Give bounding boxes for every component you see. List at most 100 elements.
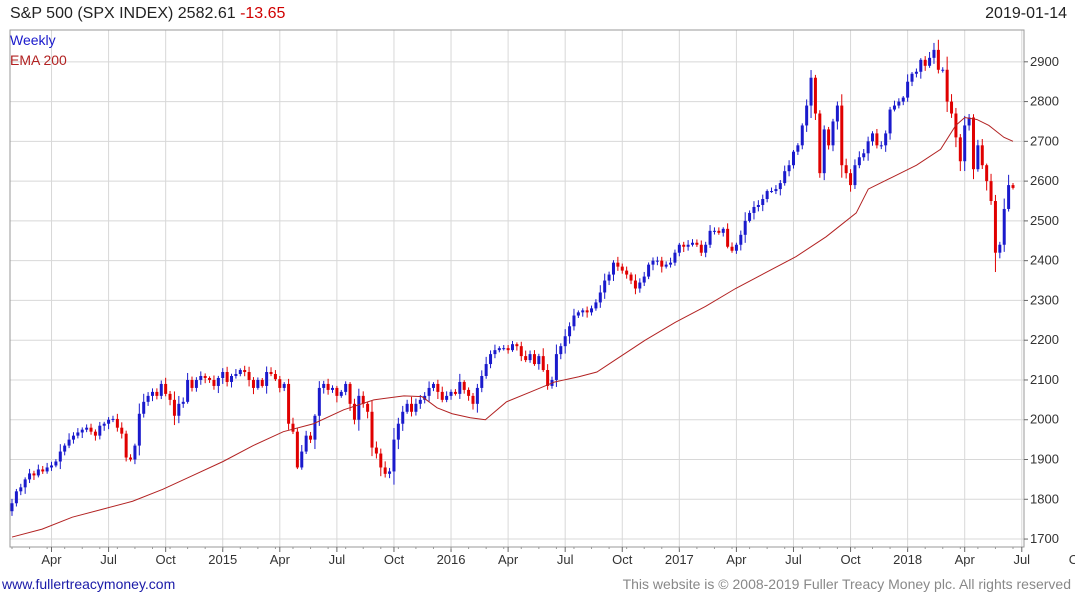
y-tick-label: 2800 <box>1030 94 1059 109</box>
weekly-bar <box>313 414 317 450</box>
weekly-bar <box>458 373 462 399</box>
weekly-bar <box>300 444 304 470</box>
weekly-bars <box>10 39 1015 516</box>
ema-200-polyline <box>11 116 1014 538</box>
weekly-bar <box>366 401 370 419</box>
weekly-bar <box>58 444 62 470</box>
weekly-bar <box>129 454 133 462</box>
weekly-bar <box>976 139 980 172</box>
weekly-bar <box>120 422 124 439</box>
weekly-bar <box>352 398 356 425</box>
x-tick-label: Apr <box>498 552 519 567</box>
weekly-bar <box>914 68 918 78</box>
weekly-bar <box>638 278 642 293</box>
weekly-bar <box>186 372 190 404</box>
weekly-bar <box>14 488 18 507</box>
weekly-bar <box>449 389 453 400</box>
weekly-bar <box>436 379 440 400</box>
footer-link[interactable]: www.fullertreacymoney.com <box>2 576 175 592</box>
weekly-bar <box>941 67 945 73</box>
weekly-bar <box>695 239 699 247</box>
weekly-bar <box>278 375 282 393</box>
y-tick-label: 2300 <box>1030 292 1059 307</box>
weekly-bar <box>489 350 493 369</box>
weekly-bar <box>326 378 330 395</box>
weekly-bar <box>76 428 80 439</box>
weekly-bar <box>686 240 690 251</box>
weekly-bar <box>269 367 273 377</box>
weekly-bar <box>664 261 668 269</box>
weekly-bar <box>840 94 844 178</box>
weekly-bar <box>1002 198 1006 252</box>
weekly-bar <box>748 210 752 223</box>
weekly-bar <box>809 70 813 119</box>
weekly-bar <box>418 394 422 409</box>
weekly-bar <box>260 377 264 388</box>
weekly-bar <box>677 242 681 257</box>
weekly-bar <box>660 256 664 273</box>
weekly-bar <box>155 388 159 400</box>
weekly-bar <box>212 375 216 390</box>
weekly-bar <box>879 141 883 150</box>
grid-lines <box>10 30 1024 547</box>
weekly-bar <box>374 441 378 459</box>
weekly-bar <box>642 271 646 287</box>
price-change: -13.65 <box>240 5 286 22</box>
weekly-bar <box>519 341 523 362</box>
weekly-bar <box>396 417 400 450</box>
weekly-bar <box>54 459 58 468</box>
y-tick-label: 1900 <box>1030 452 1059 467</box>
x-tick-label: Jul <box>1013 552 1030 567</box>
weekly-bar <box>888 106 892 140</box>
x-axis: Apr Jul Oct 2015 Apr Jul Oct 2016 Apr Jul Oct 2017 A… <box>11 547 1075 567</box>
x-tick-label: Jul <box>785 552 802 567</box>
weekly-bar <box>603 273 607 299</box>
weekly-bar <box>85 424 89 433</box>
weekly-bar <box>493 344 497 359</box>
weekly-bar <box>971 114 975 180</box>
weekly-bar <box>190 376 194 392</box>
weekly-bar <box>102 421 106 431</box>
x-tick-label: Jul <box>329 552 346 567</box>
copyright-notice: This website is © 2008-2019 Fuller Treac… <box>622 576 1071 592</box>
weekly-bar <box>93 429 97 441</box>
weekly-bar <box>866 136 870 161</box>
weekly-bar <box>177 395 181 424</box>
weekly-bar <box>124 430 128 462</box>
weekly-bar <box>699 240 703 257</box>
weekly-bar <box>998 241 1002 259</box>
weekly-bar <box>467 387 471 401</box>
weekly-bar <box>445 391 449 403</box>
weekly-bar <box>958 134 962 172</box>
weekly-bar <box>440 386 444 403</box>
weekly-bar <box>146 392 150 406</box>
y-tick-label: 1800 <box>1030 491 1059 506</box>
weekly-bar <box>950 94 954 118</box>
site-link[interactable]: www.fullertreacymoney.com <box>2 576 176 592</box>
y-axis: 1700 1800 1900 2000 2100 2200 2300 2400 2500 2600… <box>1024 54 1059 546</box>
weekly-bar <box>475 383 479 413</box>
weekly-bar <box>647 262 651 280</box>
weekly-bar <box>708 225 712 248</box>
weekly-bar <box>265 366 269 394</box>
weekly-bar <box>287 378 291 430</box>
weekly-bar <box>655 256 659 266</box>
legend-weekly: Weekly <box>10 32 56 48</box>
weekly-bar <box>251 377 255 395</box>
weekly-bar <box>721 227 725 237</box>
weekly-bar <box>1011 182 1015 190</box>
weekly-bar <box>629 272 633 285</box>
weekly-bar <box>532 350 536 366</box>
weekly-bar <box>89 423 93 435</box>
weekly-bar <box>765 189 769 203</box>
weekly-bar <box>682 241 686 253</box>
weekly-bar <box>502 345 506 351</box>
x-tick-label: Apr <box>955 552 976 567</box>
weekly-bar <box>480 370 484 393</box>
weekly-bar <box>783 165 787 186</box>
weekly-bar <box>770 187 774 193</box>
weekly-bar <box>928 51 932 68</box>
weekly-bar <box>985 163 989 191</box>
weekly-bar <box>796 143 800 155</box>
weekly-bar <box>822 125 826 181</box>
